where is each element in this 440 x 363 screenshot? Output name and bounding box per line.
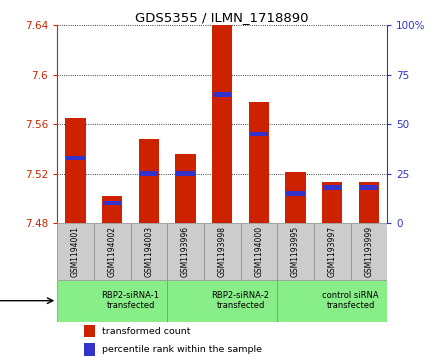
Bar	[84, 325, 95, 338]
Bar	[212, 24, 232, 223]
Bar	[84, 343, 95, 356]
Text: GSM1193996: GSM1193996	[181, 226, 190, 277]
Text: transformed count: transformed count	[102, 326, 190, 335]
Bar	[66, 118, 86, 223]
Text: GSM1194003: GSM1194003	[144, 226, 154, 277]
Bar	[57, 223, 94, 280]
Bar	[359, 182, 379, 223]
Bar	[176, 154, 196, 223]
Bar	[204, 223, 241, 280]
Bar	[250, 132, 268, 136]
Text: GSM1193998: GSM1193998	[218, 226, 227, 277]
Bar	[176, 171, 194, 176]
Bar	[360, 185, 378, 189]
Bar	[314, 223, 351, 280]
Bar	[57, 280, 167, 322]
Title: GDS5355 / ILMN_1718890: GDS5355 / ILMN_1718890	[136, 11, 309, 24]
Bar	[140, 171, 158, 176]
Text: GSM1193999: GSM1193999	[364, 226, 374, 277]
Text: RBP2-siRNA-1
transfected: RBP2-siRNA-1 transfected	[102, 291, 160, 310]
Bar	[103, 201, 121, 205]
Text: GSM1193995: GSM1193995	[291, 226, 300, 277]
Text: GSM1193997: GSM1193997	[328, 226, 337, 277]
Bar	[249, 102, 269, 223]
Text: GSM1194000: GSM1194000	[254, 226, 264, 277]
Bar	[167, 280, 277, 322]
Bar	[322, 182, 342, 223]
Text: GSM1194002: GSM1194002	[108, 226, 117, 277]
Text: percentile rank within the sample: percentile rank within the sample	[102, 345, 262, 354]
Text: RBP2-siRNA-2
transfected: RBP2-siRNA-2 transfected	[212, 291, 270, 310]
Text: control siRNA
transfected: control siRNA transfected	[322, 291, 379, 310]
Bar	[277, 280, 387, 322]
Bar	[213, 93, 231, 97]
Bar	[167, 223, 204, 280]
Bar	[286, 172, 306, 223]
Bar	[277, 223, 314, 280]
Bar	[131, 223, 167, 280]
Bar	[241, 223, 277, 280]
Bar	[323, 185, 341, 189]
Bar	[139, 139, 159, 223]
Text: GSM1194001: GSM1194001	[71, 226, 80, 277]
Bar	[351, 223, 387, 280]
Bar	[94, 223, 131, 280]
Bar	[66, 156, 84, 160]
Bar	[286, 191, 304, 196]
Bar	[102, 196, 122, 223]
